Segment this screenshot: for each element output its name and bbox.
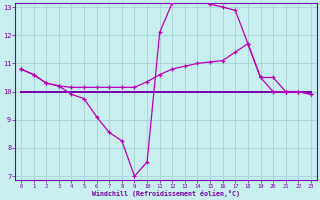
X-axis label: Windchill (Refroidissement éolien,°C): Windchill (Refroidissement éolien,°C) xyxy=(92,190,240,197)
